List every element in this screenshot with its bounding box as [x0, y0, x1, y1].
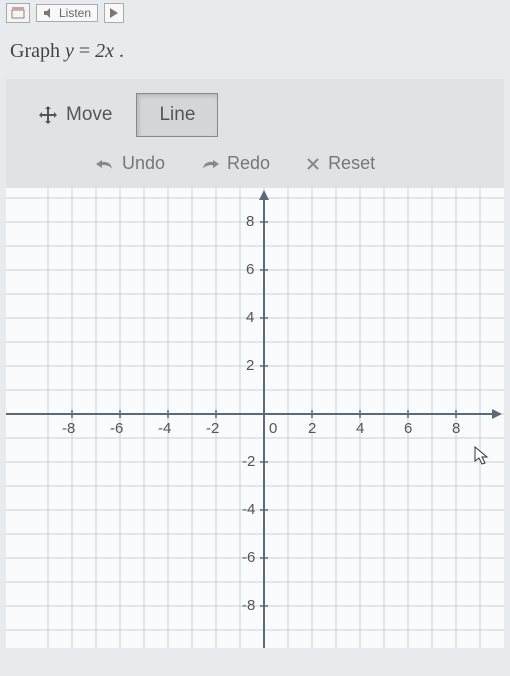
axis-tick-label: 4 [246, 309, 254, 326]
redo-label: Redo [227, 153, 270, 174]
line-tool-label: Line [159, 104, 195, 126]
line-tool-button[interactable]: Line [136, 93, 218, 137]
reset-label: Reset [328, 153, 375, 174]
action-row: Undo Redo Reset [6, 147, 504, 188]
mouse-cursor-icon [474, 446, 490, 471]
graph-widget: Move Line Undo Redo Reset -8 -6 -4 -2 0 2 4 6 8 2… [6, 79, 504, 648]
move-tool-button[interactable]: Move [24, 96, 126, 134]
reset-button[interactable]: Reset [306, 153, 375, 174]
axis-tick-label: 2 [246, 357, 254, 374]
axis-tick-label: 6 [404, 420, 412, 437]
redo-icon [201, 158, 219, 170]
undo-label: Undo [122, 153, 165, 174]
undo-icon [96, 158, 114, 170]
coordinate-grid[interactable]: -8 -6 -4 -2 0 2 4 6 8 2 4 6 8 -2 -4 -6 -8 [6, 188, 504, 648]
listen-label: Listen [59, 6, 91, 20]
axis-tick-label: 6 [246, 261, 254, 278]
play-icon [110, 8, 118, 18]
reset-x-icon [306, 157, 320, 171]
speaker-icon [43, 7, 55, 19]
axis-tick-label: 8 [452, 420, 460, 437]
tool-row: Move Line [6, 79, 504, 147]
axis-tick-label: -2 [206, 420, 219, 437]
axis-tick-label: 0 [269, 420, 277, 437]
question-text: Graph y = 2x . [0, 26, 510, 79]
axis-tick-label: -6 [242, 549, 255, 566]
axis-tick-label: -4 [242, 501, 255, 518]
redo-button[interactable]: Redo [201, 153, 270, 174]
axis-tick-label: -8 [242, 597, 255, 614]
axis-tick-label: -6 [110, 420, 123, 437]
axis-tick-label: 4 [356, 420, 364, 437]
undo-button[interactable]: Undo [96, 153, 165, 174]
grid-svg [6, 188, 504, 648]
axis-tick-label: 8 [246, 213, 254, 230]
axis-tick-label: -2 [242, 453, 255, 470]
top-toolbar: Listen [0, 0, 510, 26]
move-tool-label: Move [66, 104, 112, 126]
axis-tick-label: -4 [158, 420, 171, 437]
play-button[interactable] [104, 3, 124, 23]
listen-button[interactable]: Listen [36, 4, 98, 22]
tool-icon[interactable] [6, 3, 30, 23]
axis-tick-label: 2 [308, 420, 316, 437]
move-icon [38, 105, 58, 125]
axis-tick-label: -8 [62, 420, 75, 437]
